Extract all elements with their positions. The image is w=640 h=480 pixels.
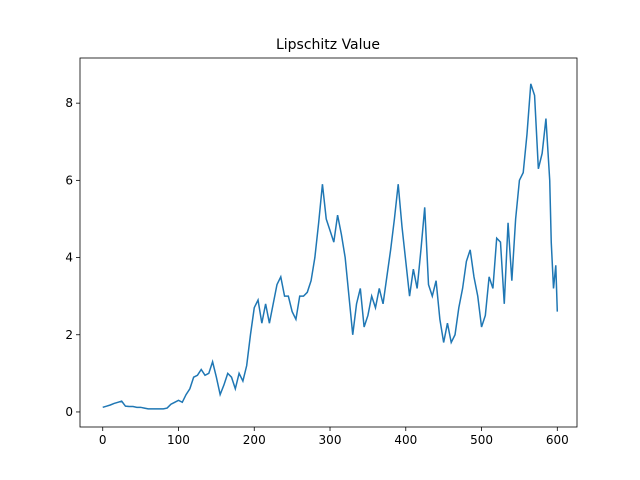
x-tick-label: 300	[319, 433, 342, 447]
axes-frame	[79, 57, 578, 428]
y-tick-label: 0	[65, 405, 73, 419]
x-tick-label: 400	[394, 433, 417, 447]
y-tick-label: 6	[65, 173, 73, 187]
x-tick-label: 200	[243, 433, 266, 447]
x-tick-label: 500	[470, 433, 493, 447]
y-tick-label: 4	[65, 251, 73, 265]
x-tick-label: 600	[546, 433, 569, 447]
chart-title: Lipschitz Value	[276, 37, 380, 53]
x-tick-label: 100	[167, 433, 190, 447]
data-line	[102, 83, 559, 410]
x-tick-label: 0	[99, 433, 107, 447]
y-tick-label: 8	[65, 96, 73, 110]
y-tick-label: 2	[65, 328, 73, 342]
